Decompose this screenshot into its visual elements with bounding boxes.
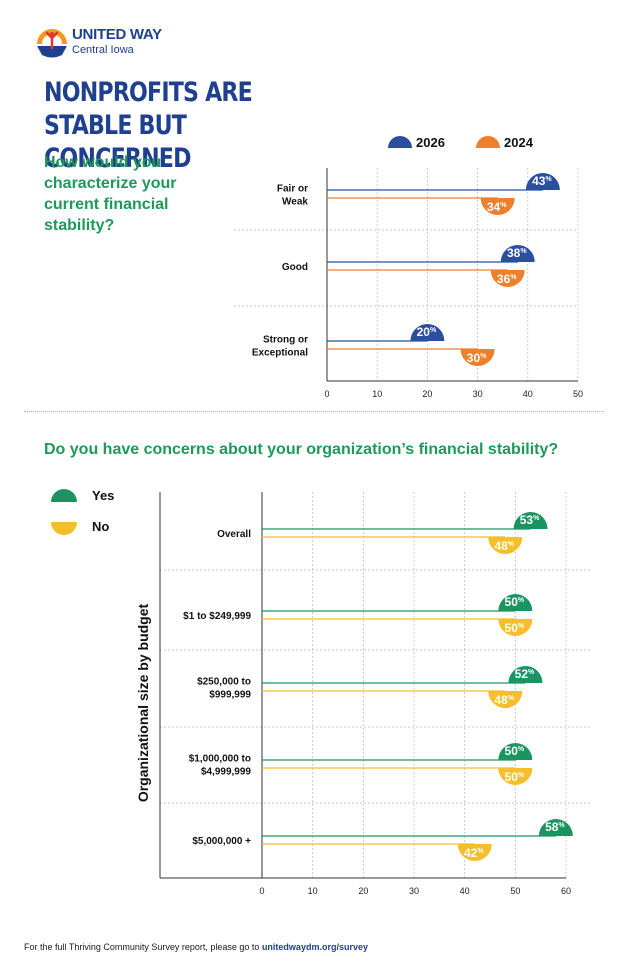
- category-label: $999,999: [209, 690, 251, 701]
- stability-chart: 2026 2024 0 10 20 30 40 50 43% 34% Fair or Weak 38% 3…: [234, 135, 583, 399]
- x-tick-label: 50: [573, 389, 583, 399]
- category-label: Exceptional: [252, 348, 308, 359]
- footer-link[interactable]: unitedwaydm.org/survey: [261, 942, 368, 952]
- bar-cap: [498, 619, 533, 636]
- bar-cap: [498, 743, 533, 760]
- category-label: Weak: [282, 197, 308, 208]
- data-label: 30%: [467, 351, 487, 365]
- logo-name: UNITED WAY: [72, 26, 162, 43]
- y-axis-title: Organizational size by budget: [135, 603, 151, 802]
- bar-cap: [498, 768, 533, 785]
- x-tick-label: 20: [422, 389, 432, 399]
- data-label: 36%: [497, 272, 517, 286]
- category-label: Strong or: [263, 335, 308, 346]
- bar-cap: [488, 537, 523, 554]
- category-label: $5,000,000 +: [192, 836, 251, 847]
- legend-swatch: [388, 136, 412, 148]
- legend-label: Yes: [92, 488, 114, 503]
- bar-cap: [490, 270, 525, 287]
- page-title: NONPROFITS ARE STABLE BUT CONCERNED: [44, 77, 253, 174]
- footer-text: For the full Thriving Community Survey r…: [24, 942, 262, 952]
- bar-cap: [457, 844, 492, 861]
- bar-cap: [500, 245, 535, 262]
- bar-cap: [498, 594, 533, 611]
- data-label: 50%: [505, 595, 525, 609]
- data-label: 20%: [417, 325, 437, 339]
- x-tick-label: 30: [473, 389, 483, 399]
- category-label: Fair or: [277, 184, 308, 195]
- footer: For the full Thriving Community Survey r…: [24, 942, 368, 952]
- data-label: 58%: [545, 820, 565, 834]
- chart2-question: Do you have concerns about your organiza…: [44, 441, 559, 458]
- x-tick-label: 40: [523, 389, 533, 399]
- data-label: 48%: [494, 693, 514, 707]
- bar-cap: [460, 349, 495, 366]
- data-label: 50%: [505, 744, 525, 758]
- data-label: 53%: [520, 513, 540, 527]
- category-label: Overall: [217, 529, 251, 540]
- legend-swatch: [51, 522, 77, 535]
- bar-cap: [480, 198, 515, 215]
- data-label: 38%: [507, 246, 527, 260]
- united-way-logo-icon: [37, 29, 67, 58]
- bar-cap: [525, 173, 560, 190]
- x-tick-label: 10: [308, 886, 318, 896]
- bar-cap: [538, 819, 573, 836]
- data-label: 48%: [494, 539, 514, 553]
- legend-label: 2026: [416, 135, 445, 150]
- x-tick-label: 30: [409, 886, 419, 896]
- data-label: 50%: [505, 770, 525, 784]
- x-tick-label: 10: [372, 389, 382, 399]
- concerns-chart: Yes No Organizational size by budget 0 10 20 3…: [51, 488, 590, 896]
- bar-cap: [508, 666, 543, 683]
- x-tick-label: 60: [561, 886, 571, 896]
- data-label: 43%: [532, 174, 552, 188]
- data-label: 42%: [464, 846, 484, 860]
- logo-subtitle: Central Iowa: [72, 44, 134, 56]
- x-tick-label: 40: [460, 886, 470, 896]
- legend-swatch: [476, 136, 500, 148]
- category-label: Good: [282, 262, 308, 273]
- legend-label: No: [92, 519, 109, 534]
- legend-label: 2024: [504, 135, 534, 150]
- bar-cap: [513, 512, 548, 529]
- bar-cap: [410, 324, 445, 341]
- category-label: $1,000,000 to: [189, 754, 251, 765]
- x-tick-label: 0: [259, 886, 264, 896]
- x-tick-label: 20: [358, 886, 368, 896]
- category-label: $4,999,999: [201, 767, 251, 778]
- section-divider: [24, 411, 604, 412]
- category-label: $250,000 to: [197, 677, 251, 688]
- x-tick-label: 0: [324, 389, 329, 399]
- x-tick-label: 50: [510, 886, 520, 896]
- chart1-question: How would you characterize your current …: [44, 154, 177, 234]
- data-label: 34%: [487, 200, 507, 214]
- data-label: 50%: [505, 621, 525, 635]
- category-label: $1 to $249,999: [183, 611, 251, 622]
- bar-cap: [488, 691, 523, 708]
- legend-swatch: [51, 489, 77, 502]
- data-label: 52%: [515, 667, 535, 681]
